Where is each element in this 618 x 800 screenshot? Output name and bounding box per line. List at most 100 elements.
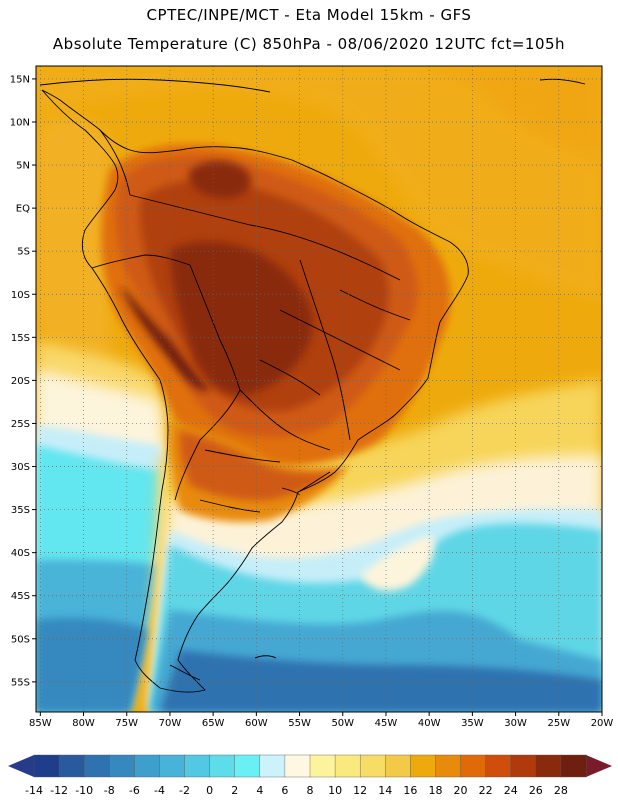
latitude-labels: 15N 10N 5N EQ 5S 10S 15S 20S 25S 30S 35S 40S 45S 50S 5… (10, 74, 30, 688)
colorbar-label: -14 (25, 784, 43, 797)
colombia-border (99, 129, 131, 196)
argentina-province-border-2 (199, 499, 261, 513)
lon-label: 20W (591, 718, 614, 729)
brazil-state-border-3 (339, 289, 411, 321)
lat-label: 10S (11, 290, 30, 301)
warm-ocean-band (36, 66, 602, 300)
colorbar-label: 8 (307, 784, 314, 797)
colorbar-swatches (33, 754, 587, 778)
map-frame (35, 65, 603, 713)
lon-label: 55W (288, 718, 311, 729)
colorbar-label: 18 (428, 784, 442, 797)
uruguay-border (297, 471, 331, 493)
colorbar-swatch (33, 754, 60, 778)
central-america-coastline (39, 78, 271, 93)
argentina-chile-border (174, 389, 241, 501)
guianas-border (249, 224, 401, 281)
colorbar-swatch (560, 754, 587, 778)
rio-de-la-plata (281, 487, 301, 496)
colorbar-swatch (83, 754, 110, 778)
lon-label: 40W (418, 718, 441, 729)
atlantic-darkblue-band (160, 650, 602, 712)
colorbar-swatch (134, 754, 161, 778)
colorbar-swatch (109, 754, 136, 778)
lat-label: EQ (16, 204, 30, 215)
colorbar-label: 26 (529, 784, 543, 797)
colorbar-label: -8 (104, 784, 115, 797)
lat-label: 15N (10, 74, 30, 85)
colorbar-label: 4 (256, 784, 263, 797)
lon-label: 25W (547, 718, 570, 729)
lon-label: 50W (331, 718, 354, 729)
longitude-labels: 85W 80W 75W 70W 65W 60W 55W 50W 45W 40W 35W 30W 25W 2… (29, 718, 613, 729)
andes-hot-core (120, 285, 210, 391)
colorbar-swatch (435, 754, 462, 778)
lat-label: 35S (11, 505, 30, 516)
colorbar-label: 6 (281, 784, 288, 797)
pacific-darkblue-band (36, 618, 150, 712)
colorbar-swatch (359, 754, 386, 778)
lat-label: 15S (11, 333, 30, 344)
peru-brazil-border (189, 264, 241, 391)
lon-label: 70W (159, 718, 182, 729)
lon-label: 30W (504, 718, 527, 729)
colorbar-swatch (58, 754, 85, 778)
title-line-1: CPTEC/INPE/MCT - Eta Model 15km - GFS (146, 6, 472, 24)
lat-label: 55S (11, 677, 30, 688)
colorbar-swatch (184, 754, 211, 778)
colorbar-swatch (485, 754, 512, 778)
falkland-islands (254, 655, 277, 659)
colorbar-label: 24 (504, 784, 518, 797)
lat-label: 10N (10, 117, 30, 128)
colorbar-swatch (385, 754, 412, 778)
lon-label: 45W (375, 718, 398, 729)
colorbar-label: 20 (454, 784, 468, 797)
brazil-state-border-2 (299, 259, 351, 441)
lat-label: 5N (16, 161, 30, 172)
lat-label: 50S (11, 634, 30, 645)
colorbar-label: -2 (179, 784, 190, 797)
lon-label: 75W (115, 718, 138, 729)
lon-label: 85W (29, 718, 52, 729)
lon-label: 65W (202, 718, 225, 729)
colorbar-label: -6 (129, 784, 140, 797)
temperature-field (36, 66, 602, 712)
colorbar-swatch (234, 754, 261, 778)
atlantic-pale-tongue (360, 535, 434, 591)
title-line-2: Absolute Temperature (C) 850hPa - 08/06/… (52, 35, 566, 53)
colorbar-label: 0 (206, 784, 213, 797)
colorbar-label: -4 (154, 784, 165, 797)
colorbar-left-arrow (8, 755, 34, 777)
colorbar-label: 10 (328, 784, 342, 797)
south-america-coastline (41, 89, 469, 693)
lat-label: 25S (11, 419, 30, 430)
colorbar-swatch (284, 754, 311, 778)
ecuador-peru-border (91, 254, 191, 269)
colorbar-swatch (209, 754, 236, 778)
colorbar-label: 22 (479, 784, 493, 797)
colorbar-swatch (410, 754, 437, 778)
caribbean-islands (539, 78, 586, 85)
colorbar-label: 12 (353, 784, 367, 797)
colorbar-swatch (535, 754, 562, 778)
colorbar-swatch (309, 754, 336, 778)
lon-label: 80W (72, 718, 95, 729)
colorbar-labels: -14 -12 -10 -8 -6 -4 -2 0 2 4 6 8 10 12 14 16 18 20 22 24 26… (25, 784, 568, 797)
lon-label: 35W (461, 718, 484, 729)
venezuela-hot-core (189, 160, 251, 199)
brazil-state-border-1 (279, 309, 401, 371)
caribbean-band (430, 66, 602, 160)
colorbar-label: 2 (231, 784, 238, 797)
colorbar-right-arrow (586, 755, 612, 777)
argentina-province-border (204, 449, 281, 463)
bolivia-paraguay-border (239, 389, 331, 451)
lat-label: 20S (11, 376, 30, 387)
colorbar: -14 -12 -10 -8 -6 -4 -2 0 2 4 6 8 10 12 14 16 18 20 22 24 26… (8, 754, 612, 797)
axis-ticks (32, 78, 603, 716)
colorbar-label: 16 (403, 784, 417, 797)
colorbar-swatch (259, 754, 286, 778)
tierra-del-fuego (169, 664, 201, 681)
lon-label: 60W (245, 718, 268, 729)
colorbar-label: -12 (50, 784, 68, 797)
venezuela-border (129, 194, 251, 226)
